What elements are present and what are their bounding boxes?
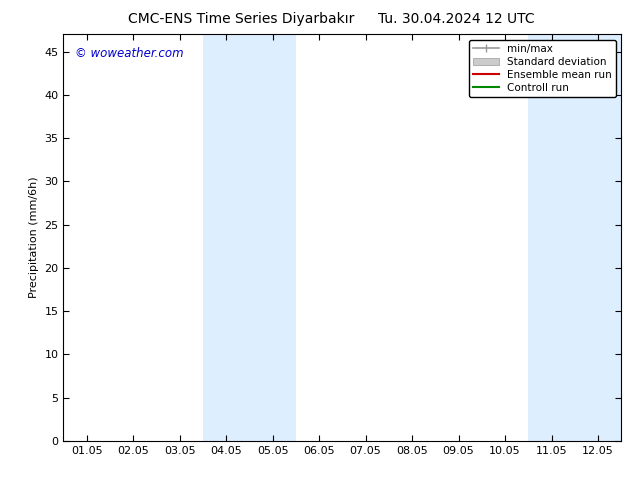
Text: © woweather.com: © woweather.com [75,47,183,59]
Legend: min/max, Standard deviation, Ensemble mean run, Controll run: min/max, Standard deviation, Ensemble me… [469,40,616,97]
Bar [575,34,621,441]
Bar [249,34,296,441]
Bar [203,34,249,441]
Y-axis label: Precipitation (mm/6h): Precipitation (mm/6h) [29,177,39,298]
Text: CMC-ENS Time Series Diyarbakır: CMC-ENS Time Series Diyarbakır [127,12,354,26]
Bar [528,34,575,441]
Text: Tu. 30.04.2024 12 UTC: Tu. 30.04.2024 12 UTC [378,12,535,26]
